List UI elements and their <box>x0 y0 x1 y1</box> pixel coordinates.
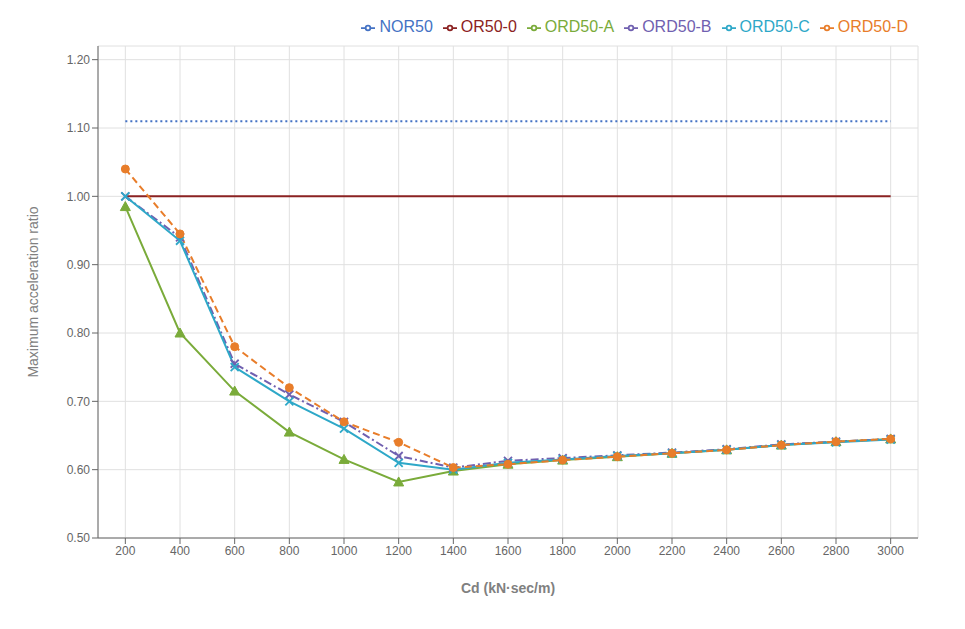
svg-text:3000: 3000 <box>877 544 904 558</box>
html-text:ORD50-A: ORD50-A <box>544 18 615 35</box>
svg-text:1000: 1000 <box>331 544 358 558</box>
svg-text:1200: 1200 <box>385 544 412 558</box>
svg-text:0.70: 0.70 <box>67 395 91 409</box>
svg-text:1.20: 1.20 <box>67 53 91 67</box>
svg-text:2200: 2200 <box>659 544 686 558</box>
svg-text:Maximum acceleration ratio: Maximum acceleration ratio <box>25 206 41 377</box>
svg-text:1400: 1400 <box>440 544 467 558</box>
svg-text:0.80: 0.80 <box>67 326 91 340</box>
svg-text:800: 800 <box>279 544 299 558</box>
html-text:ORD50-D: ORD50-D <box>837 18 908 35</box>
svg-text:1.00: 1.00 <box>67 190 91 204</box>
svg-text:0.60: 0.60 <box>67 463 91 477</box>
svg-text:Cd (kN·sec/m): Cd (kN·sec/m) <box>461 580 555 596</box>
svg-text:1.10: 1.10 <box>67 121 91 135</box>
svg-text:1600: 1600 <box>495 544 522 558</box>
svg-text:0.90: 0.90 <box>67 258 91 272</box>
svg-text:200: 200 <box>115 544 135 558</box>
svg-text:1800: 1800 <box>549 544 576 558</box>
svg-text:2000: 2000 <box>604 544 631 558</box>
html-text:OR50-0: OR50-0 <box>460 18 517 35</box>
svg-text:2800: 2800 <box>823 544 850 558</box>
svg-text:0.50: 0.50 <box>67 531 91 545</box>
svg-text:2600: 2600 <box>768 544 795 558</box>
svg-text:600: 600 <box>225 544 245 558</box>
svg-text:400: 400 <box>170 544 190 558</box>
html-text:ORD50-C: ORD50-C <box>739 18 810 35</box>
html-text:ORD50-B: ORD50-B <box>642 18 712 35</box>
svg-text:2400: 2400 <box>713 544 740 558</box>
html-text:NOR50: NOR50 <box>379 18 433 35</box>
